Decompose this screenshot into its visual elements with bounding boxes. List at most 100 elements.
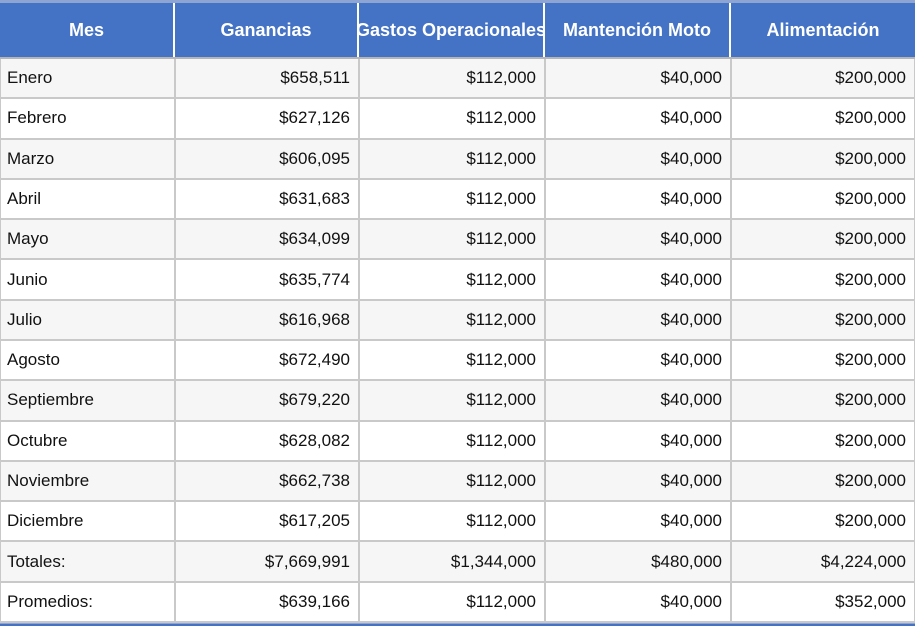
table-row: Promedios: $639,166 $112,000 $40,000 $352,00… [0,582,915,623]
value-cell-gastos-operacionales[interactable]: $112,000 [360,300,546,339]
value-cell-alimentacion[interactable]: $200,000 [835,390,906,410]
value-cell-ganancias[interactable]: $635,774 [176,260,360,299]
value-cell-alimentacion[interactable]: $200,000 [835,470,906,490]
row-label-cell[interactable]: Promedios: [1,582,176,621]
value-cell-mantencion-moto[interactable]: $40,000 [546,381,732,420]
row-label-cell[interactable]: Abril [1,179,176,219]
value-cell-gastos-operacionales[interactable]: $112,000 [360,381,546,420]
value-cell-mantencion-moto[interactable]: $40,000 [546,461,732,501]
column-header-alimentacion[interactable]: Alimentación [731,3,915,57]
bottom-accent-blue-line [0,624,915,626]
value-cell-ganancias[interactable]: $627,126 [176,99,360,138]
value-cell-ganancias[interactable]: $639,166 [176,582,360,621]
value-cell-ganancias[interactable]: $606,095 [176,139,360,178]
value-cell-mantencion-moto[interactable]: $40,000 [546,139,732,178]
row-label-cell[interactable]: Febrero [1,99,176,138]
row-label-cell[interactable]: Marzo [1,139,176,178]
value-cell-alimentacion[interactable]: $200,000 [835,309,906,329]
value-cell-ganancias[interactable]: $617,205 [176,502,360,541]
value-cell-mantencion-moto[interactable]: $40,000 [546,260,732,299]
table-row: Mayo $634,099 $112,000 $40,000 $200,000 [0,220,915,261]
column-header-label: Ganancias [220,19,312,40]
row-label-cell[interactable]: Mayo [1,220,176,259]
table-header-row: Mes Ganancias Gastos Operacionales Mantenci… [0,3,915,57]
bottom-accent-light-line [0,623,915,624]
column-header-mantencion-moto[interactable]: Mantención Moto [545,3,731,57]
value-cell-alimentacion[interactable]: $200,000 [835,350,906,370]
value-cell-gastos-operacionales[interactable]: $112,000 [360,179,546,219]
value-cell-alimentacion[interactable]: $200,000 [835,188,906,208]
column-header-gastos-operacionales[interactable]: Gastos Operacionales [359,3,545,57]
row-label-cell[interactable]: Junio [1,260,176,299]
table-row: Agosto $672,490 $112,000 $40,000 $200,000 [0,340,915,382]
row-label-cell[interactable]: Agosto [1,340,176,380]
row-label-cell[interactable]: Septiembre [1,381,176,420]
value-cell-alimentacion[interactable]: $4,224,000 [820,551,906,571]
value-cell-ganancias[interactable]: $658,511 [176,59,360,98]
value-cell-gastos-operacionales[interactable]: $112,000 [360,582,546,621]
value-cell-ganancias[interactable]: $616,968 [176,300,360,339]
value-cell-mantencion-moto[interactable]: $480,000 [546,542,732,581]
row-label-cell[interactable]: Octubre [1,421,176,460]
value-cell-gastos-operacionales[interactable]: $112,000 [360,502,546,541]
value-cell-mantencion-moto[interactable]: $40,000 [546,99,732,138]
row-label-cell[interactable]: Julio [1,300,176,339]
value-cell-gastos-operacionales[interactable]: $112,000 [360,461,546,501]
value-cell-ganancias[interactable]: $628,082 [176,421,360,460]
table-row: Diciembre $617,205 $112,000 $40,000 $200,000 [0,502,915,543]
value-cell-alimentacion[interactable]: $200,000 [835,148,906,168]
row-label-cell[interactable]: Totales: [1,542,176,581]
value-cell-ganancias[interactable]: $662,738 [176,461,360,501]
column-header-mes[interactable]: Mes [0,3,175,57]
value-cell-mantencion-moto[interactable]: $40,000 [546,59,732,98]
value-cell-alimentacion[interactable]: $200,000 [835,68,906,88]
table-row: Marzo $606,095 $112,000 $40,000 $200,000 [0,139,915,180]
table-row: Febrero $627,126 $112,000 $40,000 $200,000 [0,99,915,140]
next-row-header-sliver [0,623,915,626]
value-cell-alimentacion[interactable]: $200,000 [835,430,906,450]
row-label-cell[interactable]: Enero [1,59,176,98]
value-cell-ganancias[interactable]: $679,220 [176,381,360,420]
value-cell-gastos-operacionales[interactable]: $112,000 [360,99,546,138]
table-row: Abril $631,683 $112,000 $40,000 $200,000 [0,179,915,221]
header-top-accent-line [0,0,915,3]
value-cell-ganancias[interactable]: $672,490 [176,340,360,380]
row-label-cell[interactable]: Noviembre [1,461,176,501]
value-cell-gastos-operacionales[interactable]: $112,000 [360,220,546,259]
value-cell-alimentacion[interactable]: $200,000 [835,511,906,531]
value-cell-mantencion-moto[interactable]: $40,000 [546,300,732,339]
column-header-label: Gastos Operacionales [359,19,545,40]
value-cell-gastos-operacionales[interactable]: $1,344,000 [360,542,546,581]
value-cell-gastos-operacionales[interactable]: $112,000 [360,139,546,178]
value-cell-mantencion-moto[interactable]: $40,000 [546,421,732,460]
value-cell-gastos-operacionales[interactable]: $112,000 [360,340,546,380]
table-row: Noviembre $662,738 $112,000 $40,000 $200,000 [0,461,915,503]
value-cell-mantencion-moto[interactable]: $40,000 [546,179,732,219]
value-cell-mantencion-moto[interactable]: $40,000 [546,220,732,259]
table-body: Enero $658,511 $112,000 $40,000 $200,000 Febr… [0,57,915,623]
column-header-label: Alimentación [766,19,880,40]
value-cell-alimentacion[interactable]: $200,000 [835,229,906,249]
value-cell-mantencion-moto[interactable]: $40,000 [546,502,732,541]
value-cell-alimentacion[interactable]: $200,000 [835,108,906,128]
column-header-label: Mes [68,19,104,40]
table-row: Totales: $7,669,991 $1,344,000 $480,000 $4,2… [0,542,915,583]
row-label-cell[interactable]: Diciembre [1,502,176,541]
value-cell-alimentacion[interactable]: $352,000 [835,591,906,611]
value-cell-mantencion-moto[interactable]: $40,000 [546,340,732,380]
value-cell-mantencion-moto[interactable]: $40,000 [546,582,732,621]
value-cell-ganancias[interactable]: $631,683 [176,179,360,219]
table-row: Septiembre $679,220 $112,000 $40,000 $200,00… [0,381,915,422]
value-cell-gastos-operacionales[interactable]: $112,000 [360,59,546,98]
table-row: Enero $658,511 $112,000 $40,000 $200,000 [0,59,915,100]
value-cell-ganancias[interactable]: $634,099 [176,220,360,259]
column-header-ganancias[interactable]: Ganancias [175,3,359,57]
value-cell-gastos-operacionales[interactable]: $112,000 [360,421,546,460]
value-cell-gastos-operacionales[interactable]: $112,000 [360,260,546,299]
column-header-label: Mantención Moto [563,19,711,40]
table-row: Junio $635,774 $112,000 $40,000 $200,000 [0,260,915,301]
table-row: Julio $616,968 $112,000 $40,000 $200,000 [0,300,915,341]
value-cell-alimentacion[interactable]: $200,000 [835,269,906,289]
value-cell-ganancias[interactable]: $7,669,991 [176,542,360,581]
